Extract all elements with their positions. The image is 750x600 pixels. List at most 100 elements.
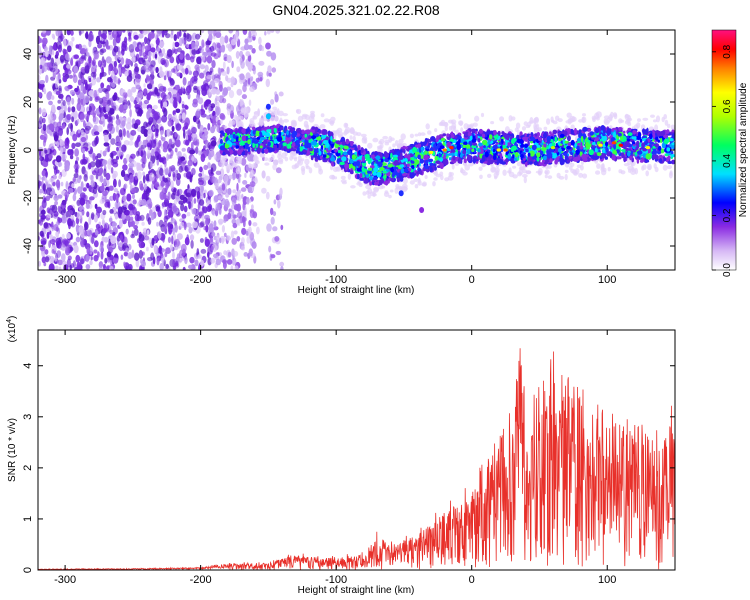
heatmap-cell — [252, 115, 256, 120]
heatmap-cell — [118, 67, 122, 76]
heatmap-cell — [109, 209, 114, 214]
heatmap-cell — [214, 182, 219, 190]
heatmap-cell — [181, 147, 186, 152]
heatmap-cell — [48, 45, 52, 52]
heatmap-cell — [296, 108, 302, 115]
heatmap-cell — [647, 165, 652, 170]
heatmap-cell — [392, 143, 396, 148]
heatmap-cell — [77, 79, 82, 86]
heatmap-cell — [202, 133, 208, 141]
heatmap-cell — [94, 203, 98, 209]
heatmap-cell — [122, 92, 126, 101]
heatmap-cell — [265, 42, 271, 50]
heatmap-cell — [247, 186, 253, 193]
heatmap-cell — [124, 70, 129, 77]
heatmap-cell — [56, 106, 62, 111]
heatmap-cell — [460, 127, 464, 133]
heatmap-cell — [242, 219, 246, 228]
heatmap-cell — [175, 123, 182, 131]
heatmap-cell — [113, 188, 119, 193]
heatmap-cell — [156, 257, 160, 266]
heatmap-cell — [115, 118, 121, 126]
heatmap-cell — [240, 187, 247, 192]
heatmap-cell — [132, 193, 135, 200]
heatmap-cell — [189, 149, 196, 155]
heatmap-cell — [157, 230, 162, 240]
heatmap-cell — [223, 218, 227, 223]
heatmap-cell — [187, 159, 193, 167]
heatmap-cell — [215, 170, 222, 176]
heatmap-cell — [521, 126, 527, 131]
heatmap-cell — [499, 116, 505, 122]
heatmap-cell — [38, 260, 41, 267]
heatmap-cell — [110, 167, 114, 174]
heatmap-cell — [210, 140, 217, 147]
heatmap-cell — [82, 98, 86, 106]
heatmap-cell — [215, 30, 221, 34]
heatmap-cell — [402, 177, 408, 185]
heatmap-cell — [48, 100, 53, 106]
heatmap-cell — [264, 157, 269, 162]
heatmap-cell — [159, 167, 164, 176]
heatmap-cell — [99, 167, 104, 175]
heatmap-cell — [274, 115, 279, 122]
heatmap-cell — [162, 48, 166, 55]
heatmap-cell — [434, 128, 438, 133]
heatmap-cell — [191, 76, 195, 84]
heatmap-cell — [200, 30, 205, 34]
heatmap-cell — [185, 139, 190, 146]
heatmap-cell — [199, 64, 206, 70]
heatmap-cell — [203, 145, 206, 151]
heatmap-cell — [107, 145, 111, 153]
heatmap-cell — [508, 167, 512, 174]
heatmap-cell — [150, 60, 156, 68]
heatmap-cell — [257, 71, 264, 77]
heatmap-cell — [98, 30, 102, 37]
heatmap-cell — [72, 193, 77, 202]
heatmap-cell — [249, 65, 252, 72]
heatmap-cell — [123, 236, 128, 246]
heatmap-cell — [130, 233, 135, 239]
heatmap-cell — [150, 47, 156, 53]
heatmap-cell — [125, 247, 130, 253]
heatmap-cell — [89, 83, 93, 87]
heatmap-cell — [174, 244, 179, 251]
heatmap-cell — [268, 245, 272, 253]
heatmap-cell — [120, 57, 125, 65]
heatmap-cell — [546, 118, 551, 125]
heatmap-cell — [65, 53, 70, 61]
heatmap-cell — [122, 128, 126, 137]
heatmap-cell — [432, 181, 436, 187]
heatmap-cell — [112, 257, 119, 264]
heatmap-cell — [138, 44, 142, 50]
heatmap-cell — [255, 160, 260, 165]
heatmap-cell — [236, 193, 242, 202]
heatmap-cell — [64, 191, 70, 199]
heatmap-cell — [151, 148, 155, 157]
heatmap-cell — [221, 71, 228, 76]
heatmap-cell — [125, 214, 131, 221]
heatmap-cell — [297, 115, 304, 122]
heatmap-cell — [417, 132, 422, 137]
heatmap-cell — [97, 125, 103, 133]
heatmap-cell — [138, 87, 142, 94]
heatmap-cell — [252, 66, 256, 75]
heatmap-cell — [204, 175, 210, 181]
heatmap-cell — [48, 263, 55, 270]
heatmap-cell — [154, 32, 158, 41]
heatmap-cell — [487, 173, 492, 178]
heatmap-cell — [566, 112, 572, 118]
heatmap-cell — [44, 249, 49, 255]
heatmap-cell — [231, 120, 236, 125]
heatmap-cell — [92, 116, 99, 125]
heatmap-cell — [266, 30, 271, 35]
heatmap-cell — [448, 157, 452, 161]
heatmap-cell — [245, 230, 249, 236]
heatmap-cell — [595, 170, 601, 175]
heatmap-cell — [98, 87, 103, 94]
heatmap-cell — [116, 146, 119, 152]
heatmap-cell — [349, 127, 355, 134]
heatmap-cell — [42, 123, 47, 132]
heatmap-cell — [39, 188, 44, 194]
heatmap-cell — [518, 169, 524, 176]
